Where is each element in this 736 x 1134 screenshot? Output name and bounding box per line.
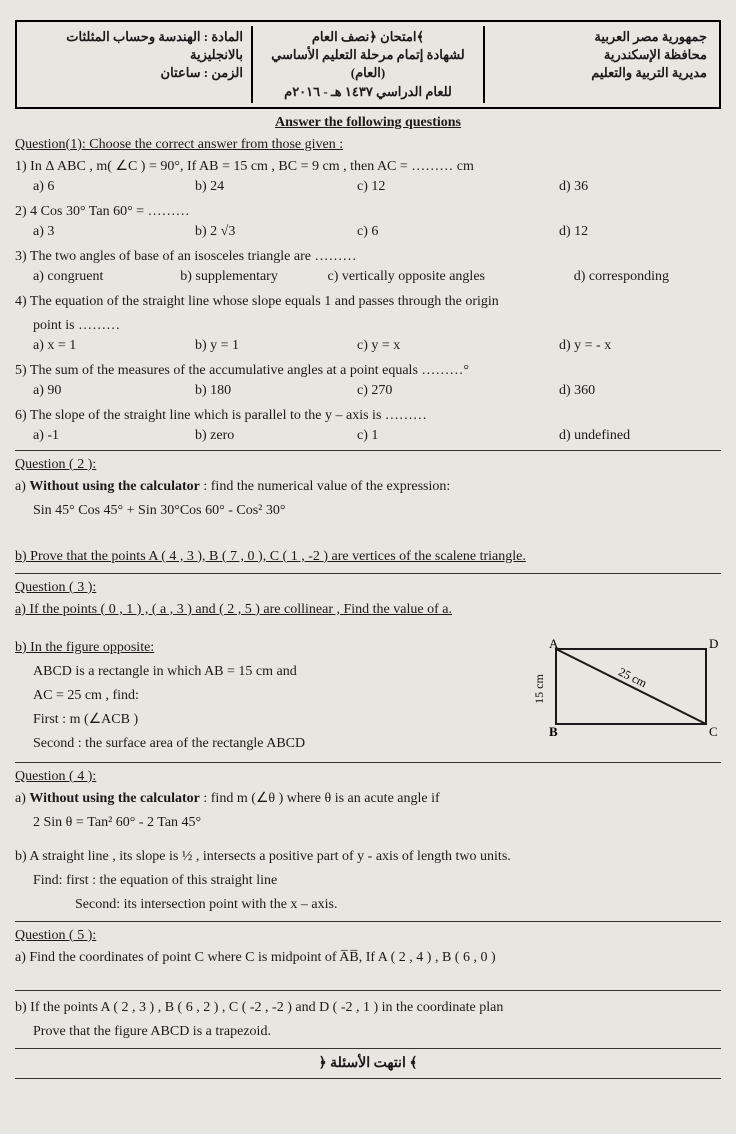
divider (15, 450, 721, 451)
q1-6a: a) -1 (33, 428, 195, 444)
q1-6d: d) undefined (519, 428, 721, 444)
q4-a-suffix: : find m (∠θ ) where θ is an acute angle… (203, 791, 439, 806)
q3-a: a) If the points ( 0 , 1 ) , ( a , 3 ) a… (15, 599, 721, 620)
q1-4a: a) x = 1 (33, 338, 195, 354)
q3-b-wrap: b) In the figure opposite: ABCD is a rec… (15, 634, 721, 756)
q1-6c: c) 1 (357, 428, 519, 444)
q1-item4b: point is ……… (33, 315, 721, 336)
q1-item6-choices: a) -1 b) zero c) 1 d) undefined (33, 428, 721, 444)
divider (15, 573, 721, 574)
q1-2b: b) 2 √3 (195, 224, 357, 240)
fig-label-A: A (549, 636, 559, 651)
question-2-title: Question ( 2 ): (15, 457, 721, 473)
q1-item5: 5) The sum of the measures of the accumu… (15, 360, 721, 381)
q1-item1: 1) In Δ ABC , m( ∠C ) = 90°, If AB = 15 … (15, 156, 721, 177)
q2-a-suffix: : find the numerical value of the expres… (203, 479, 450, 494)
q1-4d: d) y = - x (519, 338, 721, 354)
q5-a: a) Find the coordinates of point C where… (15, 947, 721, 968)
divider (15, 1048, 721, 1049)
q3-b2: ABCD is a rectangle in which AB = 15 cm … (33, 661, 521, 682)
q2-a: a) Without using the calculator : find t… (15, 476, 721, 497)
q3-b-text: b) In the figure opposite: ABCD is a rec… (15, 634, 521, 756)
header-gov: محافظة الإسكندرية (493, 46, 707, 64)
header-left: المادة : الهندسة وحساب المثلثات بالانجلي… (21, 26, 251, 103)
q4-a-prefix: a) (15, 791, 29, 806)
q1-item4: 4) The equation of the straight line who… (15, 291, 721, 312)
end-of-questions: ﴿ انتهت الأسئلة ﴾ (15, 1055, 721, 1072)
fig-ab: 15 cm (532, 673, 546, 703)
q1-item5-choices: a) 90 b) 180 c) 270 d) 360 (33, 383, 721, 399)
q5-b1: b) If the points A ( 2 , 3 ) , B ( 6 , 2… (15, 997, 721, 1018)
fig-label-C: C (709, 724, 718, 739)
q2-a-expr: Sin 45° Cos 45° + Sin 30°Cos 60° - Cos² … (33, 500, 721, 521)
question-3-title: Question ( 3 ): (15, 580, 721, 596)
q4-b2: Find: first : the equation of this strai… (33, 870, 721, 891)
q3-b3: AC = 25 cm , find: (33, 685, 521, 706)
q5-b2: Prove that the figure ABCD is a trapezoi… (33, 1021, 721, 1042)
exam-header: جمهورية مصر العربية محافظة الإسكندرية مد… (15, 20, 721, 109)
header-country: جمهورية مصر العربية (493, 28, 707, 46)
q1-5a: a) 90 (33, 383, 195, 399)
q1-item6: 6) The slope of the straight line which … (15, 405, 721, 426)
q1-3c: c) vertically opposite angles (328, 269, 534, 285)
header-time: الزمن : ساعتان (29, 64, 243, 82)
q1-2c: c) 6 (357, 224, 519, 240)
q1-item2: 2) 4 Cos 30° Tan 60° = ……… (15, 201, 721, 222)
q3-b1: b) In the figure opposite: (15, 637, 521, 658)
q1-3b: b) supplementary (180, 269, 327, 285)
q1-item2-choices: a) 3 b) 2 √3 c) 6 d) 12 (33, 224, 721, 240)
q1-1c: c) 12 (357, 179, 519, 195)
q2-a-bold: Without using the calculator (29, 479, 199, 494)
q4-a-bold: Without using the calculator (29, 791, 199, 806)
q1-1d: d) 36 (519, 179, 721, 195)
q1-5c: c) 270 (357, 383, 519, 399)
q2-b: b) Prove that the points A ( 4 , 3 ), B … (15, 546, 721, 567)
divider (15, 762, 721, 763)
header-year: للعام الدراسي ١٤٣٧ هـ - ٢٠١٦م (261, 83, 475, 101)
header-subject: المادة : الهندسة وحساب المثلثات بالانجلي… (29, 28, 243, 64)
q1-1b: b) 24 (195, 179, 357, 195)
header-stage: لشهادة إتمام مرحلة التعليم الأساسي (العا… (261, 46, 475, 82)
question-1-title: Question(1): Choose the correct answer f… (15, 137, 721, 153)
q1-item1-choices: a) 6 b) 24 c) 12 d) 36 (33, 179, 721, 195)
q1-item3-choices: a) congruent b) supplementary c) vertica… (33, 269, 721, 285)
q1-3d: d) corresponding (534, 269, 721, 285)
q1-5d: d) 360 (519, 383, 721, 399)
fig-label-B: B (549, 724, 558, 739)
q1-item3: 3) The two angles of base of an isoscele… (15, 246, 721, 267)
q1-5b: b) 180 (195, 383, 357, 399)
q4-b1: b) A straight line , its slope is ½ , in… (15, 846, 721, 867)
question-5-title: Question ( 5 ): (15, 928, 721, 944)
q1-4b: b) y = 1 (195, 338, 357, 354)
q3-b5: Second : the surface area of the rectang… (33, 733, 521, 754)
header-directorate: مديرية التربية والتعليم (493, 64, 707, 82)
instruction-line: Answer the following questions (15, 115, 721, 131)
q2-a-prefix: a) (15, 479, 26, 494)
q1-2a: a) 3 (33, 224, 195, 240)
divider (15, 921, 721, 922)
header-mid: امتحان ﴿نصف العام﴾ لشهادة إتمام مرحلة ال… (251, 26, 485, 103)
q1-6b: b) zero (195, 428, 357, 444)
rectangle-figure: A D B C 15 cm 25 cm (531, 634, 721, 744)
fig-label-D: D (709, 636, 718, 651)
q1-1a: a) 6 (33, 179, 195, 195)
divider (15, 1078, 721, 1079)
divider (15, 990, 721, 991)
q4-a2: 2 Sin θ = Tan² 60° - 2 Tan 45° (33, 812, 721, 833)
q4-b3: Second: its intersection point with the … (75, 894, 721, 915)
q4-a: a) Without using the calculator : find m… (15, 788, 721, 809)
question-4-title: Question ( 4 ): (15, 769, 721, 785)
header-right: جمهورية مصر العربية محافظة الإسكندرية مد… (485, 26, 715, 103)
q3-b4: First : m (∠ACB ) (33, 709, 521, 730)
q1-3a: a) congruent (33, 269, 180, 285)
header-exam-type: امتحان ﴿نصف العام﴾ (261, 28, 475, 46)
q1-item4-choices: a) x = 1 b) y = 1 c) y = x d) y = - x (33, 338, 721, 354)
q1-2d: d) 12 (519, 224, 721, 240)
q1-4c: c) y = x (357, 338, 519, 354)
